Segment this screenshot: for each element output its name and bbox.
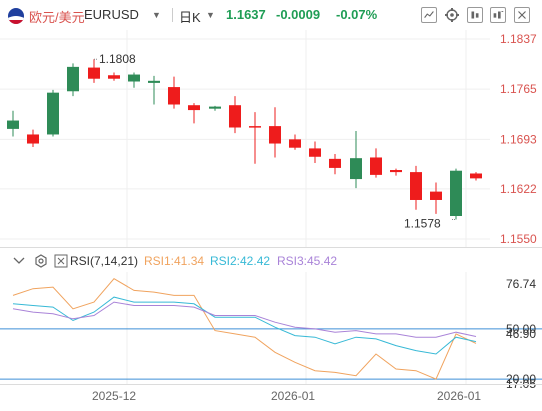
quote-header: 欧元/美元 EURUSD ▼ 日K ▼ 1.1637 -0.0009 -0.07… [0, 0, 542, 30]
y-axis-label: 1.1622 [500, 182, 537, 196]
comparison-icon[interactable] [490, 7, 506, 23]
indicator-toolbar: RSI(7,14,21) RSI1:41.34 RSI2:42.42 RSI3:… [0, 251, 542, 271]
candle-body [88, 67, 100, 79]
candle-down[interactable] [229, 96, 241, 134]
candle-body [229, 105, 241, 128]
high-annotation: 1.1808 [99, 52, 136, 66]
candle-down[interactable] [309, 141, 321, 164]
candle-body [47, 92, 59, 135]
divider [172, 8, 173, 22]
candle-up[interactable] [47, 89, 59, 137]
candle-down[interactable] [289, 134, 301, 150]
candle-down[interactable] [370, 148, 382, 178]
last-price: 1.1637 [226, 7, 266, 22]
candle-down[interactable] [108, 72, 120, 81]
candle-body [108, 75, 120, 79]
candle-body [7, 120, 19, 129]
candle-up[interactable] [450, 168, 462, 220]
y-axis-label: 1.1765 [500, 82, 537, 96]
settings-icon[interactable] [34, 254, 48, 268]
candle-body [188, 105, 200, 111]
candle-down[interactable] [470, 172, 482, 181]
y-axis-label: 1.1550 [500, 232, 537, 246]
candle-up[interactable] [7, 110, 19, 137]
rsi-axis-label: 46.90 [506, 327, 536, 341]
date-label: 2026-01 [437, 389, 481, 403]
candle-up[interactable] [350, 130, 362, 189]
pair-dropdown-icon[interactable]: ▼ [152, 10, 161, 20]
candle-down[interactable] [329, 153, 341, 175]
candle-body [249, 126, 261, 128]
candle-up[interactable] [128, 72, 140, 88]
candle-down[interactable] [269, 107, 281, 158]
fullscreen-icon[interactable] [514, 7, 530, 23]
candle-up[interactable] [209, 105, 221, 111]
rsi-axis-label: 20.00 [506, 372, 536, 386]
close-icon[interactable] [54, 254, 68, 268]
rsi-axis-label: 50.00 [506, 322, 536, 336]
candle-body [27, 134, 39, 144]
rsi-series-rsi1 [12, 278, 477, 380]
price-change: -0.0009 [276, 7, 321, 22]
candle-up[interactable] [148, 75, 160, 105]
candle-body [350, 158, 362, 180]
candle-body [470, 173, 482, 179]
collapse-icon[interactable] [12, 255, 26, 267]
price-change-percent: -0.07% [336, 7, 378, 22]
candle-up[interactable] [67, 63, 79, 97]
candlestick-chart[interactable]: 1.1837 1.1765 1.1693 1.1622 1.1550 1.1808 1.15… [0, 30, 542, 248]
candle-body [128, 74, 140, 82]
candle-body [390, 170, 402, 173]
candle-down[interactable] [188, 103, 200, 124]
date-label: 2025-12 [92, 389, 136, 403]
rsi-series-rsi3 [12, 301, 477, 338]
candle-body [209, 106, 221, 109]
candle-body [67, 66, 79, 92]
pair-code[interactable]: EURUSD [84, 7, 139, 22]
settings-icon[interactable] [444, 7, 460, 23]
eu-flag-icon [8, 8, 24, 24]
rsi-series-rsi2 [12, 296, 477, 355]
candle-body [148, 80, 160, 83]
interval-dropdown-icon[interactable]: ▼ [206, 10, 215, 20]
candle-body [329, 158, 341, 168]
candle-down[interactable] [410, 165, 422, 210]
y-axis-label: 1.1693 [500, 132, 537, 146]
candle-body [309, 148, 321, 157]
candle-body [410, 172, 422, 200]
low-annotation: 1.1578 [404, 216, 441, 230]
rsi1-value: RSI1:41.34 [144, 254, 205, 268]
candle-down[interactable] [88, 59, 100, 83]
candle-body [450, 170, 462, 217]
candle-body [289, 139, 301, 148]
chart-style-icon[interactable] [421, 7, 437, 23]
candle-body [430, 191, 442, 200]
candle-down[interactable] [390, 168, 402, 176]
pair-name-cn[interactable]: 欧元/美元 [29, 10, 85, 25]
interval-selector[interactable]: 日K [179, 10, 201, 25]
y-axis-label: 1.1837 [500, 32, 537, 46]
rsi-label[interactable]: RSI(7,14,21) [70, 254, 139, 268]
date-label: 2026-01 [271, 389, 315, 403]
candle-body [168, 87, 180, 105]
rsi2-value: RSI2:42.42 [210, 254, 271, 268]
candle-down[interactable] [249, 112, 261, 164]
candle-body [370, 157, 382, 175]
rsi3-value: RSI3:45.42 [277, 254, 338, 268]
candle-body [269, 126, 281, 144]
candle-down[interactable] [168, 76, 180, 109]
candle-down[interactable] [430, 182, 442, 214]
candle-down[interactable] [27, 129, 39, 148]
rsi-axis-label: 76.74 [506, 277, 536, 291]
candle-type-icon[interactable] [467, 7, 483, 23]
